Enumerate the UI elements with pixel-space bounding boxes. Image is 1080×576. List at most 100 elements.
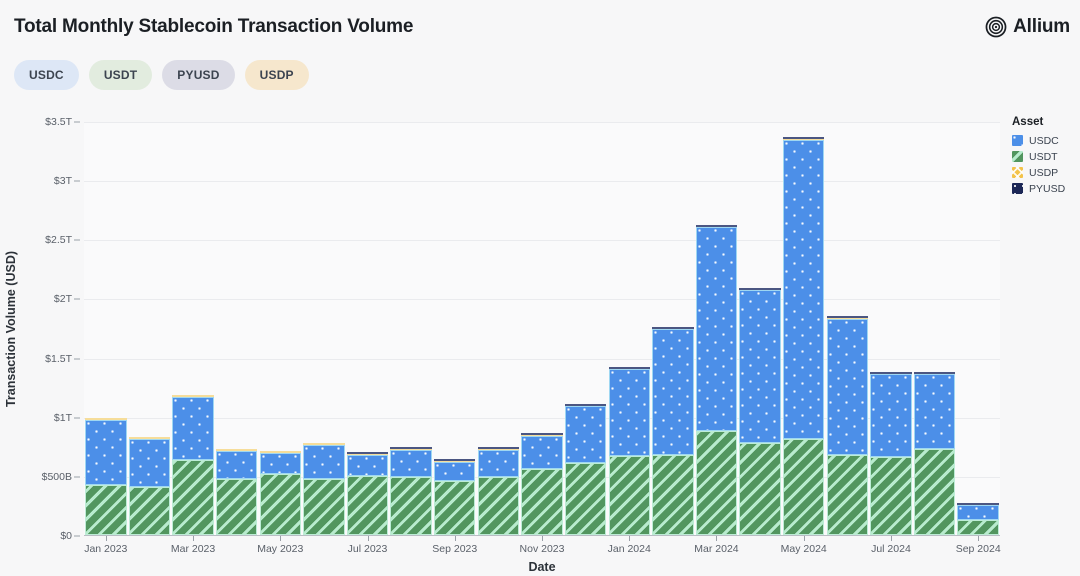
bar-segment-usdt[interactable] [346,475,389,535]
bar-group[interactable] [434,121,476,535]
bar-segment-pyusd[interactable] [783,137,825,140]
bar-group[interactable] [172,121,214,535]
bar-segment-usdp[interactable] [85,418,127,421]
bar-segment-usdt[interactable] [783,439,825,535]
bar-segment-usdt[interactable] [564,462,607,535]
bar-segment-usdc[interactable] [172,396,214,461]
y-tick-mark [74,298,80,300]
bar-segment-pyusd[interactable] [957,503,999,506]
bar-group[interactable] [608,121,650,535]
bar-group[interactable] [303,121,345,535]
bar-segment-usdt[interactable] [477,477,520,535]
asset-pill-usdt[interactable]: USDT [88,60,153,90]
bar-segment-usdt[interactable] [390,477,432,535]
asset-pill-usdc[interactable]: USDC [14,60,79,90]
bar-segment-usdt[interactable] [259,473,301,535]
bar-segment-usdc[interactable] [434,461,476,481]
bar-segment-pyusd[interactable] [564,403,607,406]
bar-segment-usdc[interactable] [390,449,432,478]
bar-group[interactable] [739,121,781,535]
legend-title: Asset [1012,116,1044,128]
bar-segment-usdc[interactable] [521,435,563,469]
bar-segment-pyusd[interactable] [870,371,912,374]
bar-segment-usdt[interactable] [870,456,912,535]
legend-item-usdt[interactable]: USDT [1012,149,1080,164]
bar-segment-usdt[interactable] [521,468,563,535]
bar-group[interactable] [128,121,171,535]
bar-segment-usdp[interactable] [172,394,214,397]
bar-segment-usdc[interactable] [259,453,301,474]
bar-segment-pyusd[interactable] [652,326,694,329]
legend-item-usdp[interactable]: USDP [1012,165,1080,180]
bar-group[interactable] [695,121,738,535]
bar-segment-usdt[interactable] [739,442,781,535]
bar-segment-usdc[interactable] [477,449,520,478]
legend-entries: USDC USDT USDP PYUSD [1012,133,1080,196]
bar-segment-usdc[interactable] [346,454,389,476]
bar-segment-usdt[interactable] [826,454,869,535]
bar-group[interactable] [390,121,432,535]
bar-segment-usdc[interactable] [564,406,607,463]
bar-group[interactable] [215,121,258,535]
legend-item-pyusd[interactable]: PYUSD [1012,181,1080,196]
bar-group[interactable] [521,121,563,535]
legend-item-usdc[interactable]: USDC [1012,133,1080,148]
bar-segment-usdt[interactable] [695,430,738,535]
legend-swatch-icon [1012,151,1023,162]
bar-group[interactable] [783,121,825,535]
bar-segment-pyusd[interactable] [434,459,476,462]
bar-segment-usdt[interactable] [957,519,999,535]
bar-group[interactable] [870,121,912,535]
bar-segment-usdp[interactable] [259,451,301,454]
y-tick-mark [74,417,80,419]
x-tick-label: Mar 2023 [170,543,216,555]
y-tick-label: $500B [41,470,72,483]
y-tick-mark [74,358,80,360]
bar-segment-usdc[interactable] [870,374,912,457]
bar-segment-usdt[interactable] [608,455,650,535]
bar-segment-usdc[interactable] [652,329,694,455]
bar-segment-usdc[interactable] [739,290,781,443]
bar-segment-usdc[interactable] [957,505,999,520]
bar-segment-usdc[interactable] [913,374,956,449]
bar-group[interactable] [346,121,389,535]
bar-segment-pyusd[interactable] [521,433,563,436]
bar-group[interactable] [826,121,869,535]
bar-segment-usdt[interactable] [303,479,345,535]
bar-group[interactable] [477,121,520,535]
bar-segment-usdt[interactable] [913,448,956,535]
bar-group[interactable] [957,121,999,535]
asset-pill-usdp[interactable]: USDP [244,60,309,90]
bar-segment-pyusd[interactable] [477,447,520,450]
bar-group[interactable] [85,121,127,535]
bar-segment-usdc[interactable] [608,369,650,456]
asset-pill-pyusd[interactable]: PYUSD [162,60,235,90]
bar-group[interactable] [259,121,301,535]
bar-group[interactable] [652,121,694,535]
bar-group[interactable] [564,121,607,535]
bar-segment-pyusd[interactable] [913,371,956,374]
bar-segment-usdt[interactable] [434,480,476,535]
bar-segment-pyusd[interactable] [608,366,650,369]
bar-segment-usdc[interactable] [695,227,738,431]
bar-segment-usdt[interactable] [85,485,127,535]
bar-segment-usdp[interactable] [303,443,345,446]
bar-segment-usdt[interactable] [128,486,171,535]
bar-segment-usdp[interactable] [128,437,171,440]
bar-segment-pyusd[interactable] [390,447,432,450]
bar-segment-usdc[interactable] [128,439,171,487]
bar-group[interactable] [913,121,956,535]
bar-segment-usdt[interactable] [652,454,694,535]
bar-segment-usdt[interactable] [172,460,214,535]
bar-segment-pyusd[interactable] [826,316,869,319]
bar-segment-usdp[interactable] [215,449,258,452]
bar-segment-usdc[interactable] [85,420,127,486]
bar-segment-usdc[interactable] [303,445,345,480]
bar-segment-usdc[interactable] [826,318,869,455]
bar-segment-usdc[interactable] [783,139,825,440]
bar-segment-usdc[interactable] [215,451,258,480]
bar-segment-pyusd[interactable] [346,452,389,455]
bar-segment-usdt[interactable] [215,479,258,535]
bar-segment-pyusd[interactable] [739,287,781,290]
bar-segment-pyusd[interactable] [695,224,738,227]
